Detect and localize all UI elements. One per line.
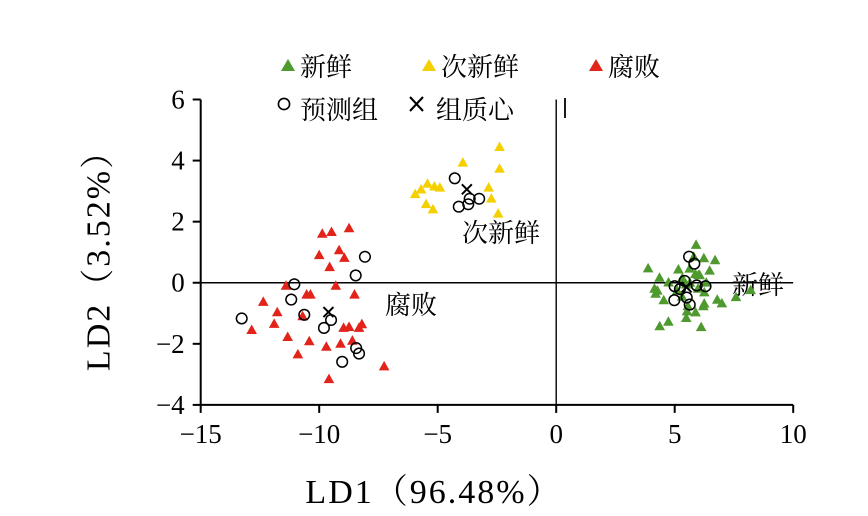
- svg-text:0: 0: [549, 419, 563, 449]
- svg-text:−4: −4: [156, 390, 185, 420]
- svg-text:10: 10: [780, 419, 807, 449]
- svg-text:−15: −15: [180, 419, 222, 449]
- svg-text:2: 2: [171, 207, 185, 237]
- svg-text:−5: −5: [423, 419, 452, 449]
- svg-text:6: 6: [171, 85, 185, 115]
- svg-text:5: 5: [668, 419, 682, 449]
- svg-text:4: 4: [171, 146, 185, 176]
- svg-text:−2: −2: [156, 329, 185, 359]
- svg-text:−10: −10: [298, 419, 340, 449]
- svg-text:0: 0: [171, 268, 185, 298]
